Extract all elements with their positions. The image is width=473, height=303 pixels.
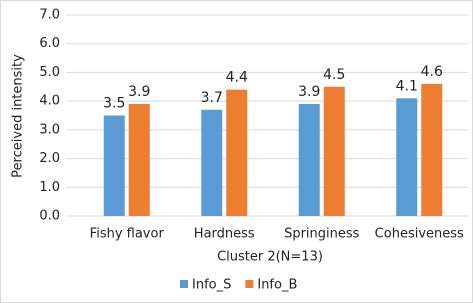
legend-swatch [180,280,188,288]
value-label: 3.5 [103,96,125,112]
bar [421,83,443,217]
bar [128,104,150,216]
value-label: 3.9 [128,84,150,100]
legend-label: Info_B [257,278,297,293]
y-tick-label: 1.0 [39,180,60,195]
y-axis-title: Perceived intensity [11,54,26,178]
legend-swatch [245,280,254,288]
bar [396,98,418,216]
x-tick-label: Fishy flavor [90,227,165,242]
bar [226,89,248,216]
value-label: 3.9 [298,84,320,100]
y-tick-label: 4.0 [39,94,60,109]
x-axis-title: Cluster 2(N=13) [217,250,323,265]
y-tick-label: 7.0 [39,8,60,23]
value-label: 4.5 [323,67,345,83]
y-tick-label: 3.0 [39,122,60,137]
value-label: 4.1 [396,78,418,94]
bar [201,109,223,216]
x-tick-label: Cohesiveness [375,227,464,242]
y-tick-label: 0.0 [39,209,60,224]
legend-label: Info_S [192,278,231,293]
x-tick-label: Hardness [194,227,255,242]
value-label: 3.7 [201,90,223,106]
x-tick-label: Springiness [284,227,360,242]
y-tick-label: 6.0 [39,36,60,51]
value-label: 4.6 [421,64,443,80]
bar [323,86,345,217]
y-tick-label: 5.0 [39,65,60,80]
y-tick-label: 2.0 [39,151,60,166]
bar [103,115,125,216]
bar [298,104,320,216]
value-label: 4.4 [226,70,248,86]
